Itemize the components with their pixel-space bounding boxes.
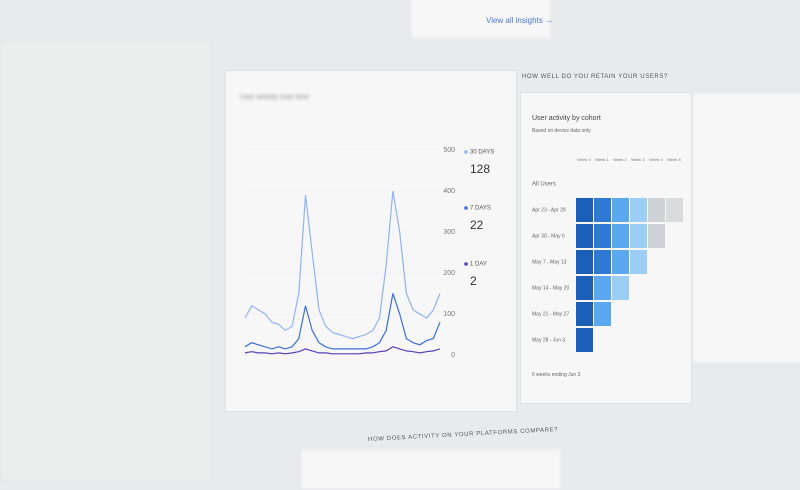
y-tick-label: 300 (443, 229, 455, 236)
heat-cell (612, 276, 629, 300)
y-tick-label: 500 (443, 147, 455, 154)
row-label: Apr 30 - May 6 (532, 233, 565, 239)
column-label: Week 2 (613, 157, 627, 162)
series-line (244, 190, 441, 340)
y-tick-label: 400 (443, 188, 455, 195)
chart-layer: 0 100 200 300 400 500 30 DAYS 128 7 DAYS 22 1 DAY 2… (244, 147, 683, 359)
row-label: May 21 - May 27 (532, 311, 569, 317)
legend-label: 1 DAY (470, 262, 487, 268)
insights-card (410, 0, 552, 40)
view-insights-link[interactable]: View all insights → (486, 16, 553, 25)
y-tick-label: 0 (451, 352, 455, 359)
heat-cell (594, 224, 611, 248)
heat-cell (612, 224, 629, 248)
heat-cell (576, 250, 593, 274)
retention-subtitle: Based on device data only (532, 128, 591, 134)
heat-cell (648, 224, 665, 248)
card-title: User activity over time (240, 94, 309, 101)
heat-cell (630, 198, 647, 222)
column-label: Week 1 (595, 157, 609, 162)
retention-heading: HOW WELL DO YOU RETAIN YOUR USERS? (522, 74, 668, 80)
heat-cell (594, 250, 611, 274)
heat-cell (630, 250, 647, 274)
heat-cell (666, 198, 683, 222)
y-tick-label: 200 (443, 270, 455, 277)
heat-cell (594, 302, 611, 326)
row-label: Apr 23 - Apr 29 (532, 207, 566, 213)
row-label: May 28 - Jun 3 (532, 337, 565, 343)
right-panel (692, 92, 800, 364)
y-tick-label: 100 (443, 311, 455, 318)
column-label: Week 0 (577, 157, 591, 162)
legend-value: 2 (470, 274, 477, 288)
legend-value: 128 (470, 162, 490, 176)
legend-label: 7 DAYS (470, 206, 491, 212)
heat-cell (594, 276, 611, 300)
heat-cell (630, 224, 647, 248)
heat-cell (576, 224, 593, 248)
legend-value: 22 (470, 218, 484, 232)
legend-dot (464, 206, 468, 210)
series-line (244, 293, 441, 350)
column-label: Week 5 (667, 157, 681, 162)
all-users-label: All Users (532, 182, 556, 188)
legend-label: 30 DAYS (470, 150, 494, 156)
retention-footer: 6 weeks ending Jun 3 (532, 372, 581, 378)
heat-cell (576, 302, 593, 326)
series-line (244, 346, 441, 355)
side-panel (0, 40, 212, 482)
heat-cell (648, 198, 665, 222)
heat-cell (594, 198, 611, 222)
heat-cell (576, 276, 593, 300)
heat-cell (576, 328, 593, 352)
row-label: May 14 - May 20 (532, 285, 569, 291)
row-label: May 7 - May 13 (532, 259, 567, 265)
heat-cell (612, 198, 629, 222)
retention-title: User activity by cohort (532, 115, 601, 122)
column-label: Week 3 (631, 157, 645, 162)
heat-cell (612, 250, 629, 274)
legend-dot (464, 262, 468, 266)
column-label: Week 4 (649, 157, 663, 162)
heat-cell (576, 198, 593, 222)
legend-dot (464, 150, 468, 154)
